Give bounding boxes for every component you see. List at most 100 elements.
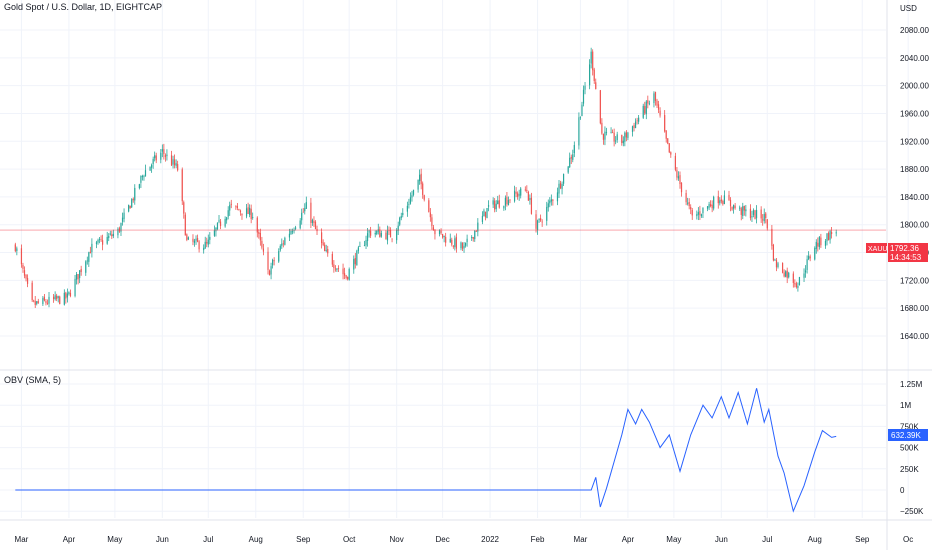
candle-body: [56, 295, 58, 299]
candle-body: [679, 175, 681, 185]
price-tick-label: 1920.00: [900, 137, 929, 146]
candle-body: [817, 242, 819, 247]
candle-body: [299, 220, 301, 229]
candle-body: [734, 205, 736, 209]
candle-body: [634, 121, 637, 129]
obv-axis[interactable]: 1.25M 1M 750K 500K 250K 0 −250K: [900, 380, 924, 516]
candle-body: [353, 258, 355, 270]
candle-body: [664, 115, 666, 132]
candle-body: [438, 230, 441, 235]
time-tick-label: Apr: [622, 535, 635, 544]
obv-tick-label: −250K: [900, 507, 924, 516]
candle-body: [464, 242, 467, 246]
candle-body: [633, 125, 635, 129]
candle-body: [434, 230, 436, 235]
candle-body: [75, 274, 78, 280]
candle-body: [183, 202, 185, 214]
candle-body: [486, 207, 488, 219]
candle-body: [657, 104, 660, 110]
candle-body: [621, 134, 623, 143]
candle-body: [638, 117, 640, 122]
candle-body: [304, 208, 306, 212]
candle-body: [668, 143, 670, 153]
candle-body: [595, 82, 597, 90]
candle-body: [739, 207, 741, 209]
candle-body: [676, 170, 678, 178]
candle-body: [584, 85, 586, 90]
candle-body: [556, 192, 559, 202]
candle-body: [745, 209, 747, 212]
candle-body: [129, 205, 131, 209]
candle-body: [558, 183, 560, 194]
obv-indicator-title[interactable]: OBV (SMA, 5): [4, 375, 62, 385]
candle-body: [520, 188, 522, 196]
candle-body: [408, 204, 410, 205]
candle-body: [472, 236, 474, 239]
candle-body: [690, 207, 692, 210]
candle-body: [154, 155, 156, 159]
time-tick-label: Aug: [808, 535, 822, 544]
price-axis[interactable]: 2080.00 2040.00 2000.00 1960.00 1920.00 1880.…: [900, 26, 929, 341]
candle-body: [711, 204, 713, 209]
candle-body: [121, 217, 124, 222]
candle-body: [336, 268, 338, 270]
candle-body: [267, 251, 269, 270]
candle-body: [535, 214, 537, 229]
candle-body: [471, 237, 473, 238]
obv-tick-label: 0: [900, 486, 905, 495]
candle-body: [549, 200, 551, 204]
time-tick-label: Nov: [390, 535, 404, 544]
candle-body: [431, 217, 433, 227]
candle-body: [582, 89, 585, 104]
candle-body: [37, 301, 39, 303]
candle-body: [781, 262, 784, 273]
obv-layer: [15, 388, 837, 513]
candle-body: [291, 231, 294, 233]
candle-body: [74, 278, 76, 297]
candle-body: [590, 51, 592, 64]
candle-body: [256, 217, 258, 233]
candle-body: [567, 166, 569, 173]
candle-body: [143, 176, 145, 178]
candle-body: [216, 222, 219, 230]
candle-body: [331, 254, 333, 265]
candle-body: [442, 233, 444, 238]
candle-body: [53, 296, 55, 299]
candle-body: [302, 211, 304, 213]
candle-body: [742, 206, 744, 216]
candle-body: [91, 243, 93, 253]
candle-body: [79, 270, 81, 279]
candle-body: [688, 202, 690, 207]
candle-body: [34, 301, 36, 305]
candle-body: [497, 200, 499, 205]
candle-body: [771, 228, 773, 246]
candle-body: [31, 282, 33, 301]
candle-body: [783, 272, 785, 277]
candle-body: [219, 221, 222, 226]
candle-body: [186, 234, 188, 240]
candle-body: [144, 170, 147, 177]
time-tick-label: May: [107, 535, 122, 544]
candle-body: [348, 269, 350, 280]
symbol-tag: XAUUSD: [868, 246, 897, 253]
candle-body: [717, 196, 719, 204]
time-axis[interactable]: Mar Apr May Jun Jul Aug Sep Oct Nov Dec 2022 Feb Mar…: [15, 535, 914, 544]
candle-body: [108, 235, 110, 238]
candle-body: [149, 166, 151, 171]
time-tick-label: Jun: [715, 535, 728, 544]
candle-body: [653, 93, 655, 104]
candle-body: [751, 216, 753, 218]
candle-body: [112, 233, 114, 237]
candle-body: [786, 270, 788, 278]
candle-body: [710, 204, 712, 207]
time-tick-label: Sep: [855, 535, 870, 544]
candle-body: [177, 164, 179, 171]
candle-body: [270, 266, 272, 275]
candle-body: [411, 195, 413, 198]
candle-body: [14, 244, 16, 252]
candle-body: [667, 138, 669, 144]
candle-body: [172, 159, 174, 165]
candle-body: [250, 208, 252, 220]
candle-body: [321, 232, 323, 243]
